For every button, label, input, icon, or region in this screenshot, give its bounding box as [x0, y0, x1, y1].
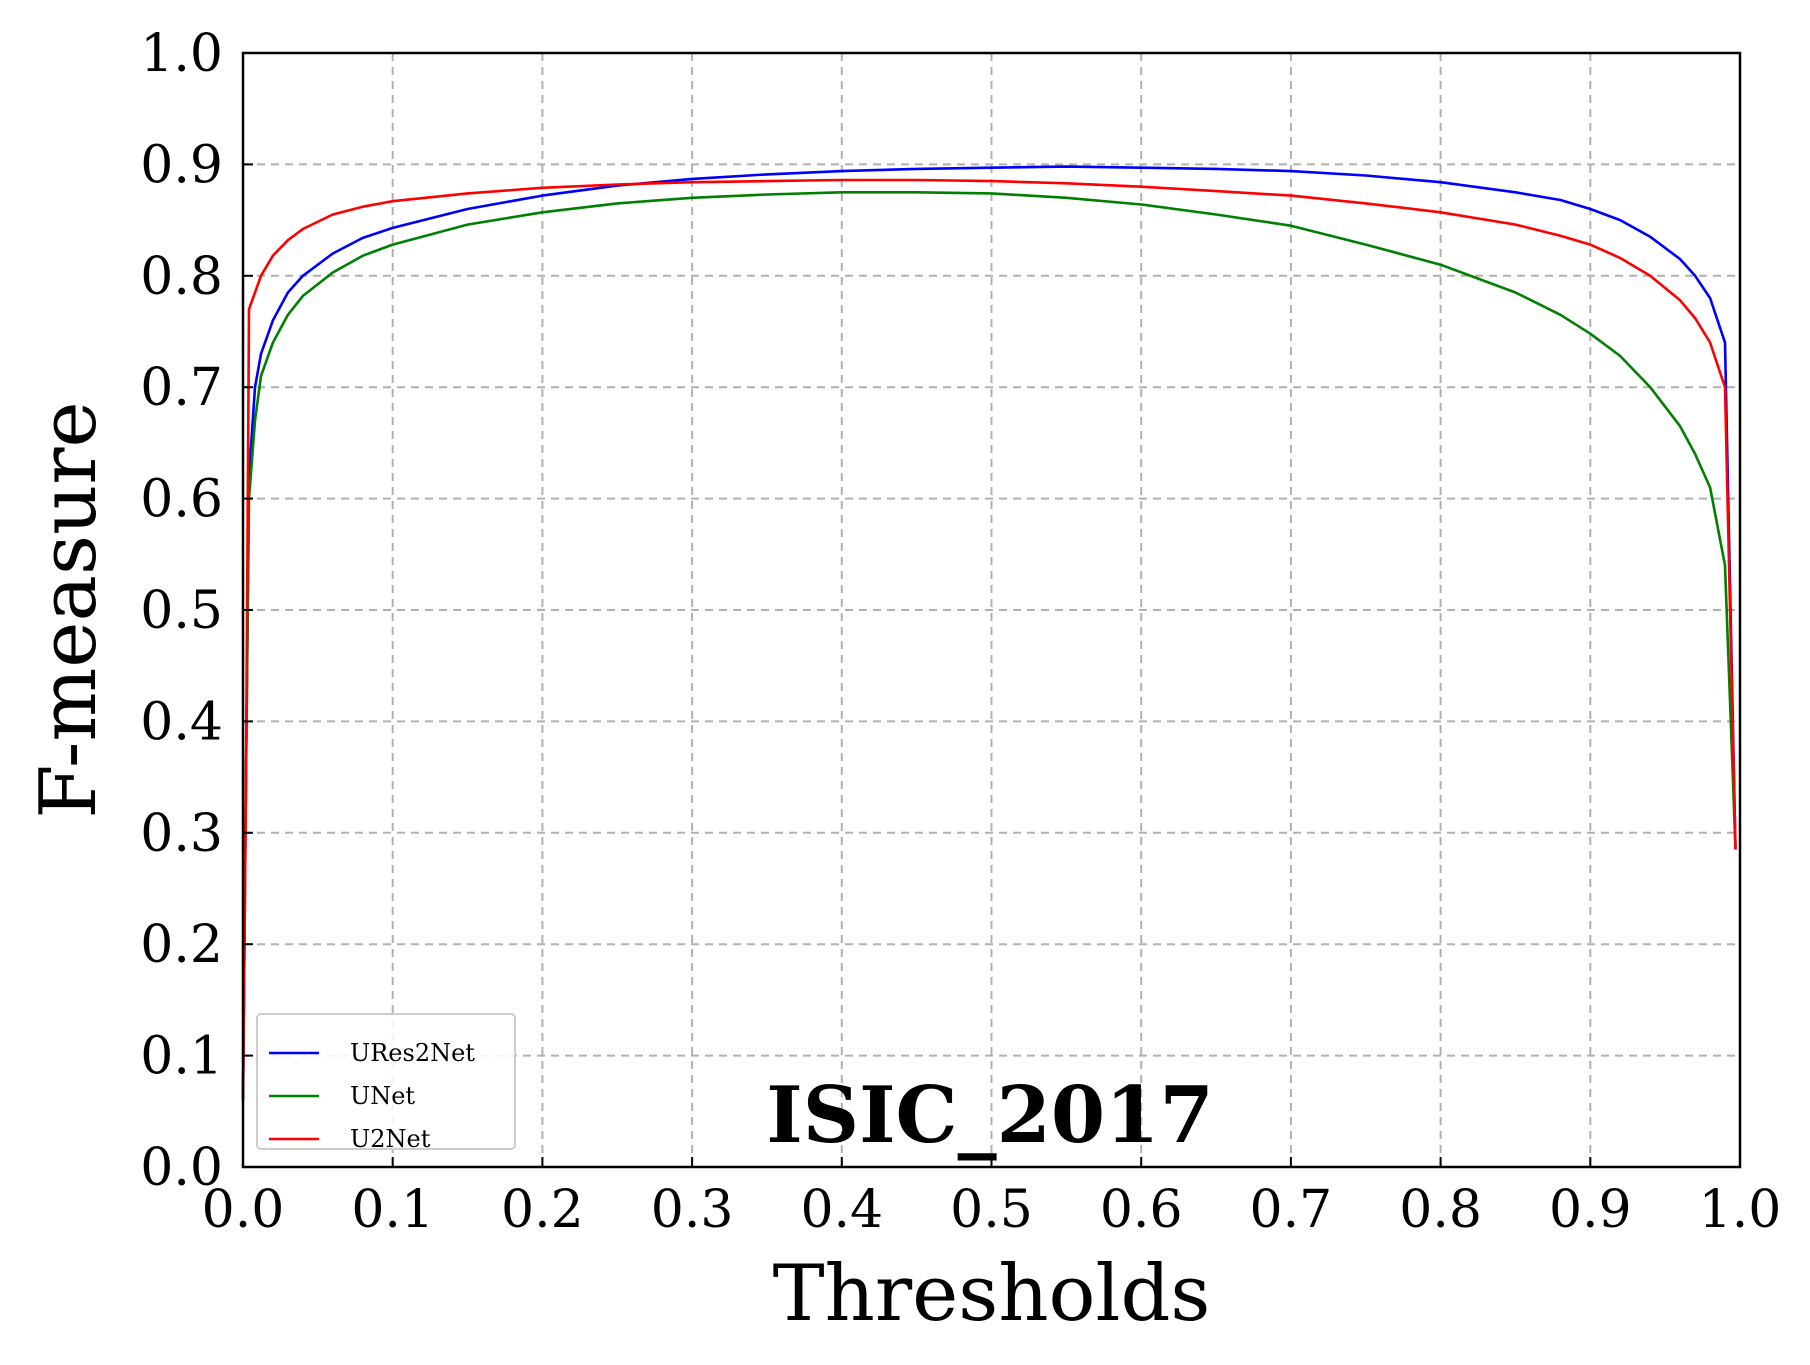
y-tick-label: 0.4	[140, 692, 223, 752]
y-tick-label: 0.0	[140, 1138, 223, 1198]
x-tick-label: 0.0	[202, 1180, 285, 1240]
x-tick-label: 0.7	[1250, 1180, 1333, 1240]
legend-label-ures2net: URes2Net	[350, 1039, 475, 1067]
x-tick-label: 0.1	[351, 1180, 434, 1240]
y-tick-label: 0.6	[140, 470, 223, 530]
y-tick-label: 0.7	[140, 358, 223, 418]
series-line-ures2net	[241, 165, 1737, 1101]
x-tick-label: 0.6	[1100, 1180, 1183, 1240]
x-axis-title: Thresholds	[773, 1249, 1211, 1339]
y-tick-label: 0.5	[140, 581, 223, 641]
x-tick-labels: 0.0 0.1 0.2 0.3 0.4 0.5 0.6 0.7 0.8 0.9 1.0	[202, 1180, 1782, 1240]
y-tick-label: 0.1	[140, 1027, 223, 1087]
y-axis-title: F-measure	[24, 401, 114, 818]
series-lines	[241, 165, 1737, 1101]
ticks	[242, 52, 1741, 1168]
x-tick-label: 0.9	[1549, 1180, 1632, 1240]
x-tick-label: 0.4	[800, 1180, 883, 1240]
y-tick-label: 0.2	[140, 915, 223, 975]
x-tick-label: 0.5	[950, 1180, 1033, 1240]
y-tick-labels: 0.0 0.1 0.2 0.3 0.4 0.5 0.6 0.7 0.8 0.9 1.0	[140, 24, 223, 1198]
x-tick-label: 0.3	[651, 1180, 734, 1240]
grid	[243, 53, 1740, 1167]
legend-label-unet: UNet	[350, 1082, 415, 1110]
legend: URes2Net UNet U2Net	[256, 1013, 516, 1153]
x-tick-label: 0.2	[501, 1180, 584, 1240]
legend-label-u2net: U2Net	[350, 1125, 431, 1153]
y-tick-label: 0.9	[140, 135, 223, 195]
series-line-u2net	[241, 178, 1737, 1101]
chart-title: ISIC_2017	[766, 1070, 1213, 1161]
y-tick-label: 0.8	[140, 247, 223, 307]
x-tick-label: 1.0	[1699, 1180, 1782, 1240]
legend-box	[256, 1013, 516, 1150]
y-tick-label: 0.3	[140, 804, 223, 864]
y-tick-label: 1.0	[140, 24, 223, 84]
x-tick-label: 0.8	[1399, 1180, 1482, 1240]
series-line-unet	[241, 191, 1737, 1101]
